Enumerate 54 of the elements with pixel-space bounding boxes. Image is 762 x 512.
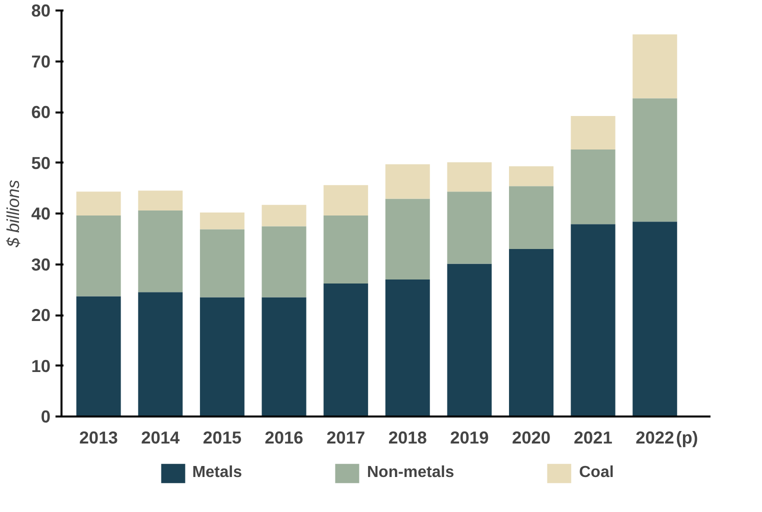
bar (262, 204, 306, 226)
bar (447, 162, 492, 192)
bar (76, 296, 121, 416)
x-tick-label: 2015 (202, 428, 242, 448)
bar (262, 297, 306, 416)
y-tick-label: 60 (31, 102, 51, 122)
bar (385, 164, 430, 199)
bar (385, 279, 430, 416)
bar (385, 198, 430, 280)
x-tick-label: 2014 (141, 428, 180, 448)
bar (324, 185, 368, 216)
x-tick-label: 2022 (636, 428, 674, 448)
legend-label: Non-metals (367, 464, 454, 482)
bar (509, 186, 554, 250)
x-tick-label: 2016 (264, 428, 304, 448)
y-tick-label: 40 (31, 204, 51, 224)
y-tick-label: 0 (40, 406, 51, 426)
bar (138, 190, 183, 210)
legend-label: Coal (579, 464, 614, 482)
bar (447, 192, 492, 264)
bar (324, 284, 368, 416)
bar (138, 210, 183, 292)
bar (447, 264, 492, 416)
bar (632, 222, 678, 416)
x-tick-label: 2020 (512, 428, 551, 448)
bar (632, 34, 678, 98)
x-tick-label: 2013 (79, 428, 118, 448)
y-tick-label: 10 (31, 356, 51, 376)
text: (p) (676, 428, 698, 448)
x-tick-label: 2017 (326, 428, 366, 448)
y-tick-label: 30 (31, 254, 51, 274)
bar (509, 249, 554, 416)
bar (509, 166, 554, 186)
bar (200, 229, 244, 298)
y-tick-label: 20 (31, 305, 51, 325)
y-tick-label: 50 (31, 152, 51, 173)
bar (76, 192, 121, 216)
x-tick-label: 2018 (388, 428, 428, 448)
y-tick-label: 80 (31, 0, 51, 20)
x-tick-label: 2019 (450, 428, 489, 448)
bar (632, 98, 678, 222)
bar (570, 224, 616, 416)
bar (262, 226, 306, 298)
bar (76, 216, 121, 296)
x-tick-label: 2021 (574, 428, 613, 448)
y-tick-label: 70 (31, 51, 51, 72)
legend-label: Metals (192, 464, 242, 482)
bar (200, 212, 244, 230)
y-axis-title: $ billions (3, 179, 24, 248)
bar (200, 297, 244, 416)
bar (570, 116, 616, 150)
bar (138, 292, 183, 416)
bar (324, 216, 368, 284)
bar (570, 150, 616, 224)
